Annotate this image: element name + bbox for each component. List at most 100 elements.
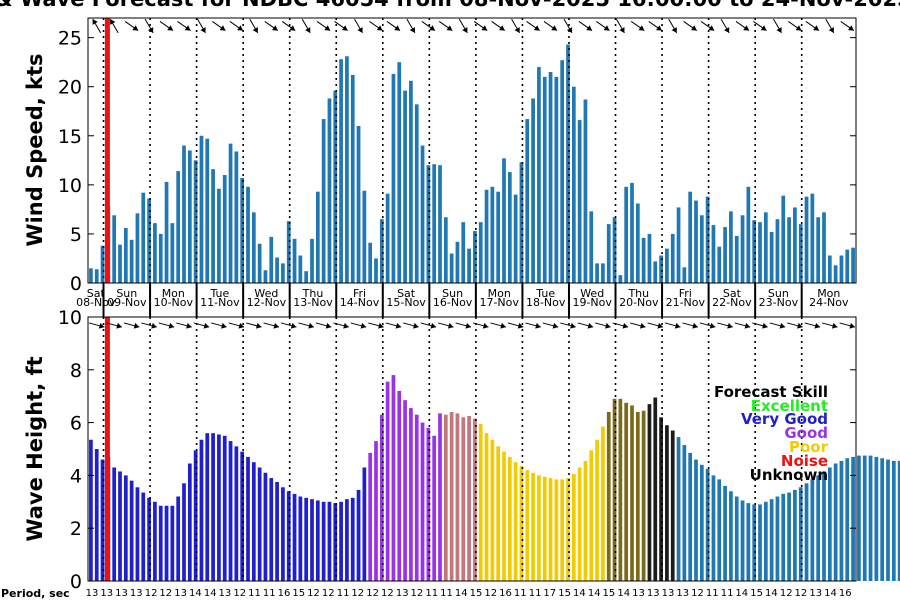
- wind-bar: [327, 98, 332, 283]
- wind-bar: [758, 222, 762, 283]
- direction-arrow: [281, 21, 296, 31]
- y-tick-label: 0: [70, 571, 82, 593]
- direction-arrow: [264, 21, 279, 31]
- wave-bar: [822, 471, 826, 581]
- wave-bar: [839, 460, 844, 581]
- period-tick-label: 15: [750, 588, 763, 599]
- direction-arrow: [563, 18, 573, 34]
- wind-bar: [624, 186, 629, 283]
- wind-bar: [682, 267, 687, 283]
- wave-bar: [886, 459, 890, 581]
- wind-bar: [112, 215, 117, 283]
- wave-bar: [647, 404, 652, 581]
- direction-arrow: [787, 322, 803, 329]
- wave-bar: [711, 475, 716, 581]
- wind-bar: [775, 219, 780, 283]
- wave-bar: [158, 505, 163, 581]
- period-tick-label: 14: [617, 588, 630, 599]
- wave-bar: [403, 400, 407, 581]
- wind-bar: [403, 90, 407, 283]
- legend-item-noise: Noise: [781, 452, 828, 470]
- wind-bar: [339, 59, 343, 283]
- date-label: 19-Nov: [572, 296, 612, 309]
- wave-bar: [176, 496, 181, 581]
- wind-bar: [135, 213, 140, 283]
- period-tick-label: 17: [543, 588, 556, 599]
- direction-arrow: [420, 322, 437, 329]
- wave-bar: [432, 435, 437, 581]
- y-tick-label: 10: [58, 175, 82, 197]
- wave-bar: [531, 472, 535, 581]
- period-tick-label: 12: [795, 588, 808, 599]
- wind-bar: [118, 244, 122, 283]
- period-tick-label: 12: [411, 588, 424, 599]
- wave-bar: [315, 500, 320, 581]
- wave-bar: [758, 504, 762, 581]
- date-label: 21-Nov: [666, 296, 706, 309]
- direction-arrow: [769, 322, 786, 329]
- period-tick-label: 14: [735, 588, 748, 599]
- wind-bar: [362, 190, 367, 283]
- wave-bar: [118, 471, 122, 581]
- day-label: Mon: [488, 287, 511, 300]
- wave-bar: [269, 478, 274, 581]
- wind-bar: [630, 182, 634, 283]
- wave-bar: [170, 505, 175, 581]
- direction-arrow: [369, 21, 383, 31]
- wave-bar: [193, 450, 198, 581]
- wind-bar: [560, 60, 565, 284]
- day-label: Sun: [442, 287, 463, 300]
- wind-bar: [345, 56, 349, 283]
- wave-bar: [804, 483, 809, 581]
- direction-arrow: [543, 21, 558, 31]
- direction-arrow: [472, 322, 489, 329]
- direction-arrow: [123, 322, 140, 329]
- wave-bar: [798, 487, 803, 581]
- wind-bar: [513, 194, 518, 283]
- wave-bar: [234, 446, 239, 581]
- period-tick-label: 13: [219, 588, 232, 599]
- y-tick-label: 6: [70, 413, 82, 435]
- wind-bar: [763, 212, 768, 283]
- day-label: Sun: [768, 287, 789, 300]
- wind-bar: [246, 186, 250, 283]
- wave-bar: [548, 478, 553, 581]
- wind-bar: [554, 76, 559, 283]
- wind-bar: [723, 227, 727, 283]
- day-label: Tue: [535, 287, 555, 300]
- wind-bar: [787, 217, 791, 283]
- y-tick-label: 0: [70, 273, 82, 295]
- direction-arrow: [197, 18, 206, 34]
- date-label: 11-Nov: [200, 296, 240, 309]
- direction-arrow: [753, 21, 767, 31]
- wave-bar: [630, 405, 634, 581]
- direction-arrow: [176, 322, 192, 329]
- wave-bar: [339, 501, 343, 581]
- wind-bar: [659, 255, 663, 283]
- direction-arrow: [437, 322, 454, 329]
- direction-arrow: [144, 18, 154, 34]
- wind-bar: [496, 191, 501, 283]
- period-tick-label: 16: [278, 588, 291, 599]
- wind-bar: [432, 164, 437, 283]
- day-label: Fri: [679, 287, 692, 300]
- wave-bar: [205, 433, 210, 581]
- wind-bar: [356, 125, 361, 284]
- wind-bar: [635, 203, 640, 283]
- wave-bar: [164, 505, 169, 581]
- date-label: 12-Nov: [247, 296, 287, 309]
- direction-arrow: [717, 322, 733, 329]
- direction-arrow: [438, 21, 453, 31]
- direction-arrow: [773, 18, 782, 34]
- wind-bar: [502, 158, 506, 283]
- period-tick-label: 15: [292, 588, 305, 599]
- wave-bar: [298, 496, 303, 581]
- y-tick-label: 15: [58, 126, 82, 148]
- direction-arrow: [734, 322, 751, 329]
- wave-bar: [763, 501, 768, 581]
- period-tick-label: 13: [174, 588, 187, 599]
- wave-bar: [409, 408, 413, 581]
- wave-bar: [880, 458, 885, 581]
- wind-bar: [711, 225, 716, 283]
